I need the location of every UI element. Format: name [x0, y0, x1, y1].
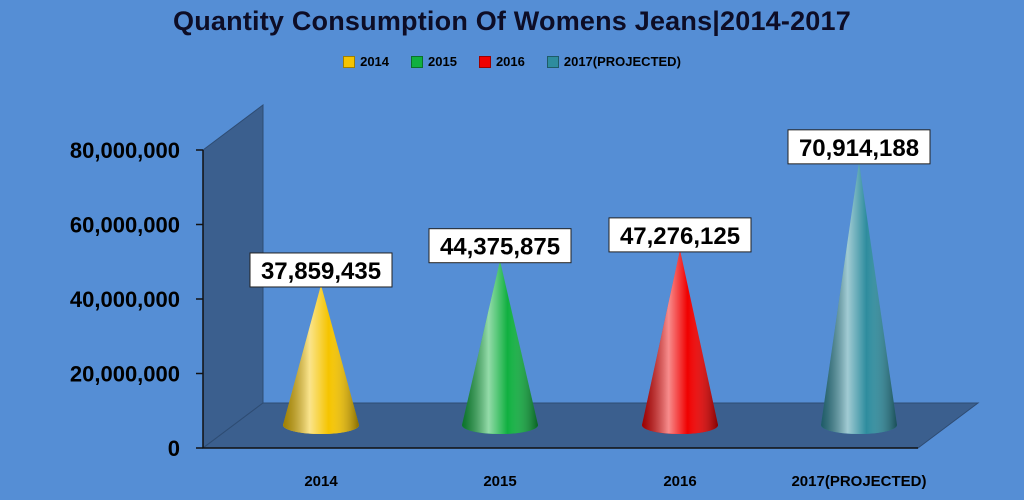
cone-shading [283, 284, 359, 434]
legend-label-2016: 2016 [495, 54, 525, 69]
legend-swatch-2015 [411, 55, 424, 68]
x-tick-label: 2015 [483, 473, 516, 490]
data-label: 47,276,125 [620, 223, 740, 250]
data-label: 44,375,875 [440, 234, 560, 261]
legend-item-2014: 2014 [343, 54, 389, 69]
cone-shading [821, 161, 897, 434]
cone-shading [462, 260, 538, 434]
y-tick-label: 80,000,000 [70, 138, 180, 163]
x-tick-label: 2014 [304, 473, 338, 490]
legend-label-2017: 2017(PROJECTED) [563, 54, 681, 69]
legend-item-2015: 2015 [411, 54, 457, 69]
data-label-box [428, 228, 572, 264]
legend-swatch-2014 [343, 55, 356, 68]
data-label-box [787, 129, 931, 165]
legend-swatch-2017 [546, 55, 559, 68]
data-label-box [608, 217, 752, 253]
y-tick-label: 20,000,000 [70, 362, 180, 387]
legend-swatch-2016 [478, 55, 491, 68]
y-tick-label: 40,000,000 [70, 287, 180, 312]
data-label: 70,914,188 [799, 135, 919, 162]
legend-item-2017: 2017(PROJECTED) [546, 54, 681, 69]
x-tick-label: 2017(PROJECTED) [791, 473, 926, 490]
data-label-box [249, 252, 393, 288]
cone-shading [642, 249, 718, 434]
legend: 2014 2015 2016 2017(PROJECTED) [0, 54, 1024, 69]
y-tick-label: 60,000,000 [70, 213, 180, 238]
y-tick-label: 0 [168, 436, 180, 461]
legend-item-2016: 2016 [478, 54, 525, 69]
chart-title: Quantity Consumption Of Womens Jeans|201… [173, 6, 851, 36]
legend-label-2014: 2014 [360, 54, 390, 69]
data-label: 37,859,435 [261, 258, 381, 285]
legend-label-2015: 2015 [428, 54, 457, 69]
x-tick-label: 2016 [663, 473, 696, 490]
